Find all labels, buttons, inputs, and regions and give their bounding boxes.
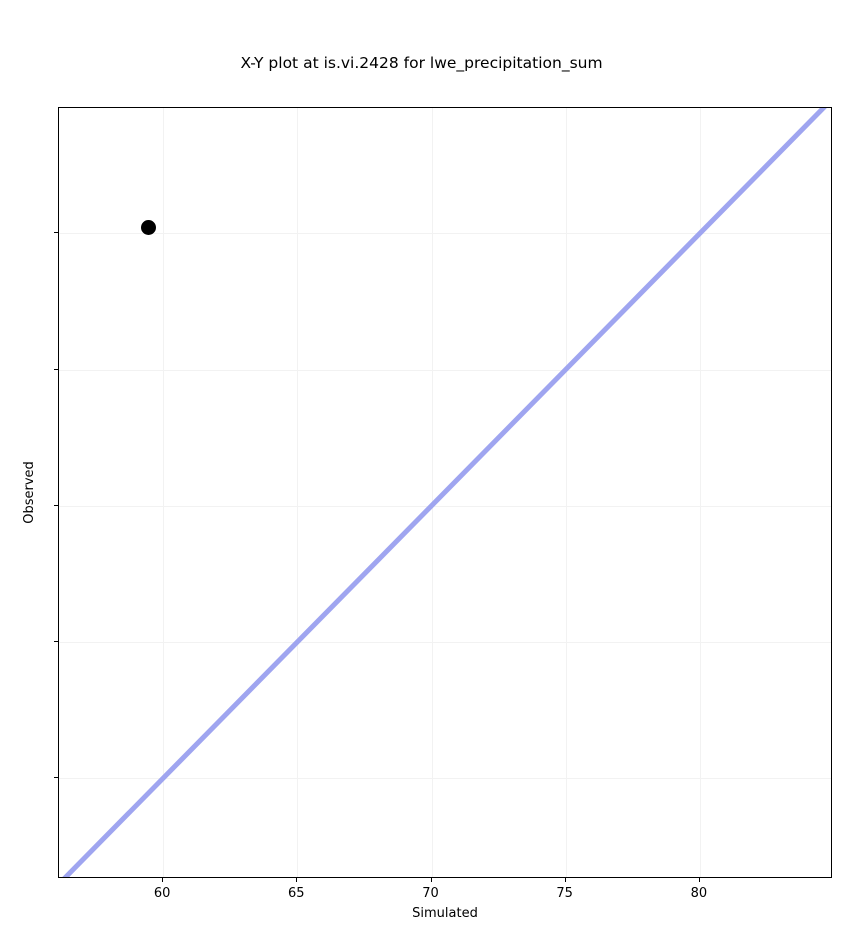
tick-label-x: 60 [153, 886, 171, 901]
gridline-y [59, 233, 831, 235]
gridline-y [59, 641, 831, 643]
tick-label-x: 80 [690, 886, 708, 901]
gridline-x [297, 108, 299, 877]
tick-mark-x [296, 878, 298, 882]
y-axis-label: Observed [22, 461, 37, 524]
tick-mark-y [54, 368, 58, 370]
gridline-x [565, 108, 567, 877]
gridline-x [431, 108, 433, 877]
data-point [140, 220, 156, 236]
x-axis-label: Simulated [412, 906, 478, 921]
tick-mark-x [162, 878, 164, 882]
gridline-x [163, 108, 165, 877]
gridline-y [59, 369, 831, 371]
tick-mark-y [54, 232, 58, 234]
tick-mark-y [54, 504, 58, 506]
tick-label-x: 70 [422, 886, 439, 901]
tick-mark-x [698, 878, 700, 882]
tick-mark-x [430, 878, 432, 882]
tick-mark-x [564, 878, 566, 882]
gridline-y [59, 505, 831, 507]
identity-line [62, 108, 827, 877]
tick-mark-y [54, 640, 58, 642]
chart-title-line-1: X-Y plot at is.vi.2428 for lwe_precipita… [240, 54, 603, 72]
tick-label-x: 65 [288, 886, 305, 901]
tick-mark-y [54, 777, 58, 779]
tick-label-x: 75 [556, 886, 573, 901]
plot-area [58, 107, 832, 878]
gridline-y [59, 778, 831, 780]
gridline-x [699, 108, 701, 877]
